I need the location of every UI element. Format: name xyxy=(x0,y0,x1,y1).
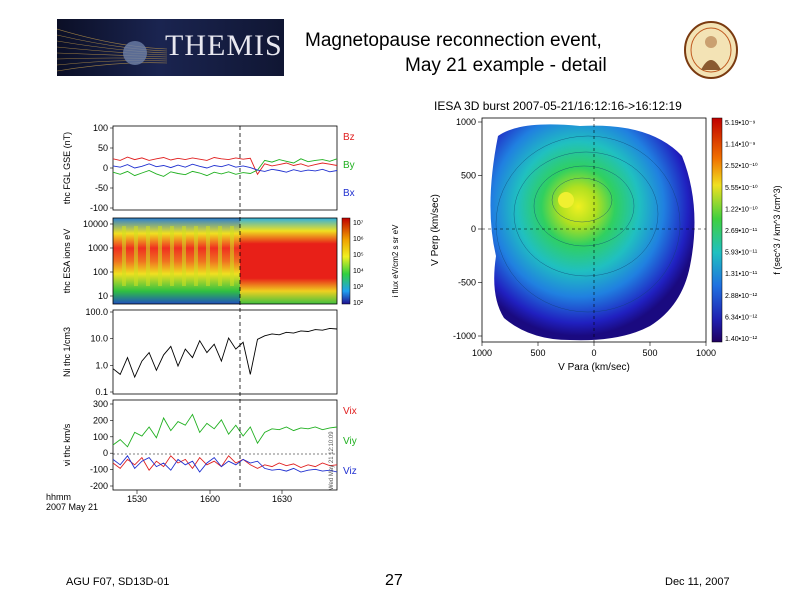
distribution-y-tick-label: -1000 xyxy=(453,331,476,341)
spectrogram-colorbar-label: i flux eV/cm2 s sr eV xyxy=(391,224,400,298)
distribution-x-tick-label: 500 xyxy=(530,348,545,358)
y-tick-label: 1.0 xyxy=(95,360,108,370)
slide-title-line2: May 21 example - detail xyxy=(405,55,607,76)
y-tick-label: 10 xyxy=(98,291,108,301)
distribution-colorbar-label: f (sec^3 / km^3 /cm^3) xyxy=(772,185,782,274)
colorbar-tick-label: 10⁷ xyxy=(353,220,364,227)
time-tick-label: 1630 xyxy=(272,494,292,504)
distribution-x-tick-label: 0 xyxy=(591,348,596,358)
colorbar-tick-label: 10³ xyxy=(353,284,364,291)
distribution-colorbar xyxy=(711,117,723,343)
distribution-x-tick-label: 1000 xyxy=(696,348,716,358)
legend-vix: Vix xyxy=(343,406,357,417)
footer-conference: AGU F07, SD13D-01 xyxy=(66,576,170,588)
colorbar-tick-label: 10⁴ xyxy=(353,268,364,275)
distribution-colorbar-tick-label: 6.34•10⁻¹² xyxy=(725,314,758,321)
legend-viz: Viz xyxy=(343,466,357,477)
legend-bx: Bx xyxy=(343,188,355,199)
distribution-ylabel: V Perp (km/sec) xyxy=(430,194,441,266)
y-tick-label: -50 xyxy=(95,183,108,193)
velocity-panel: 300 200 100 0 -100 -200 vi thc km/s Vix Viy V… xyxy=(62,399,357,491)
y-tick-label: 10000 xyxy=(83,219,108,229)
density-ylabel: Ni thc 1/cm3 xyxy=(62,327,72,377)
footer-date: Dec 11, 2007 xyxy=(665,576,730,588)
y-tick-label: 10.0 xyxy=(90,334,108,344)
colorbar-tick-label: 10⁵ xyxy=(353,252,364,259)
distribution-contour-fill xyxy=(490,124,695,341)
distribution-colorbar-tick-label: 5.19•10⁻⁹ xyxy=(725,120,756,127)
time-tick-label: 1600 xyxy=(200,494,220,504)
banner-title: THEMIS xyxy=(165,29,283,62)
y-tick-label: -100 xyxy=(90,203,108,213)
distribution-colorbar-tick-label: 5.93•10⁻¹¹ xyxy=(725,250,758,257)
series-line-by xyxy=(112,158,338,177)
magnetic-field-panel: 100 50 0 -50 -100 thc FGL GSE (nT) Bz By Bx xyxy=(62,123,355,213)
y-tick-label: 0 xyxy=(103,448,108,458)
spectrogram-ylabel: thc ESA ions eV xyxy=(62,229,72,294)
distribution-colorbar-tick-label: 1.22•10⁻¹⁰ xyxy=(725,205,758,213)
series-line-viy xyxy=(112,413,338,448)
distribution-y-tick-label: 1000 xyxy=(456,117,476,127)
y-tick-label: 1000 xyxy=(88,243,108,253)
time-axis-label-hhmm: hhmm xyxy=(46,492,71,502)
y-tick-label: 50 xyxy=(98,143,108,153)
ion-spectrogram-panel: 10000 1000 100 10 thc ESA ions eV 10⁷ 10⁶ 10⁵… xyxy=(62,217,400,307)
distribution-colorbar-tick-label: 1.40•10⁻¹² xyxy=(725,336,758,343)
magnetic-field-ylabel: thc FGL GSE (nT) xyxy=(62,132,72,204)
distribution-figure: IESA 3D burst 2007-05-21/16:12:16->16:12… xyxy=(430,99,782,373)
themis-mission-patch-icon xyxy=(684,21,738,79)
spectrogram-colorbar xyxy=(341,217,351,305)
y-tick-label: 300 xyxy=(93,399,108,409)
distribution-colorbar-tick-label: 2.52•10⁻¹⁰ xyxy=(725,162,758,170)
y-tick-label: -100 xyxy=(90,465,108,475)
y-tick-label: -200 xyxy=(90,481,108,491)
distribution-y-tick-label: 0 xyxy=(471,224,476,234)
time-tick-label: 1530 xyxy=(127,494,147,504)
density-panel: 100.0 10.0 1.0 0.1 Ni thc 1/cm3 xyxy=(62,307,338,397)
colorbar-tick-label: 10² xyxy=(353,300,364,307)
field-lines-graphic xyxy=(57,28,168,72)
legend-viy: Viy xyxy=(343,436,357,447)
time-axis-label-date: 2007 May 21 xyxy=(46,502,98,512)
distribution-colorbar-tick-label: 1.31•10⁻¹¹ xyxy=(725,271,758,278)
legend-bz: Bz xyxy=(343,132,355,143)
distribution-y-tick-label: 500 xyxy=(461,171,476,181)
series-line-bz xyxy=(112,156,338,176)
colorbar-tick-label: 10⁶ xyxy=(353,236,364,243)
series-line-vix xyxy=(112,455,338,471)
distribution-colorbar-tick-label: 5.55•10⁻¹⁰ xyxy=(725,184,758,192)
distribution-x-tick-label: 1000 xyxy=(472,348,492,358)
distribution-colorbar-tick-label: 2.69•10⁻¹¹ xyxy=(725,228,758,235)
y-tick-label: 100 xyxy=(93,123,108,133)
slide-title-line1: Magnetopause reconnection event, xyxy=(305,30,602,51)
y-tick-label: 100 xyxy=(93,432,108,442)
legend-by: By xyxy=(343,160,355,171)
velocity-ylabel: vi thc km/s xyxy=(62,423,72,466)
distribution-x-tick-label: 500 xyxy=(642,348,657,358)
y-tick-label: 0 xyxy=(103,163,108,173)
distribution-y-tick-label: -500 xyxy=(458,278,476,288)
y-tick-label: 200 xyxy=(93,415,108,425)
themis-banner: THEMIS xyxy=(57,19,284,76)
footer-page-number: 27 xyxy=(385,572,403,589)
distribution-colorbar-tick-label: 2.88•10⁻¹² xyxy=(725,293,758,300)
series-line-density xyxy=(112,327,338,379)
distribution-xlabel: V Para (km/sec) xyxy=(558,362,630,373)
series-line-bx xyxy=(112,163,338,173)
distribution-colorbar-tick-label: 1.14•10⁻⁹ xyxy=(725,142,756,149)
plot-timestamp: Wed May 21 12:10:09 xyxy=(329,431,335,490)
y-tick-label: 0.1 xyxy=(95,387,108,397)
y-tick-label: 100.0 xyxy=(85,307,108,317)
series-line-viz xyxy=(112,455,338,473)
distribution-title: IESA 3D burst 2007-05-21/16:12:16->16:12… xyxy=(434,99,682,113)
y-tick-label: 100 xyxy=(93,267,108,277)
